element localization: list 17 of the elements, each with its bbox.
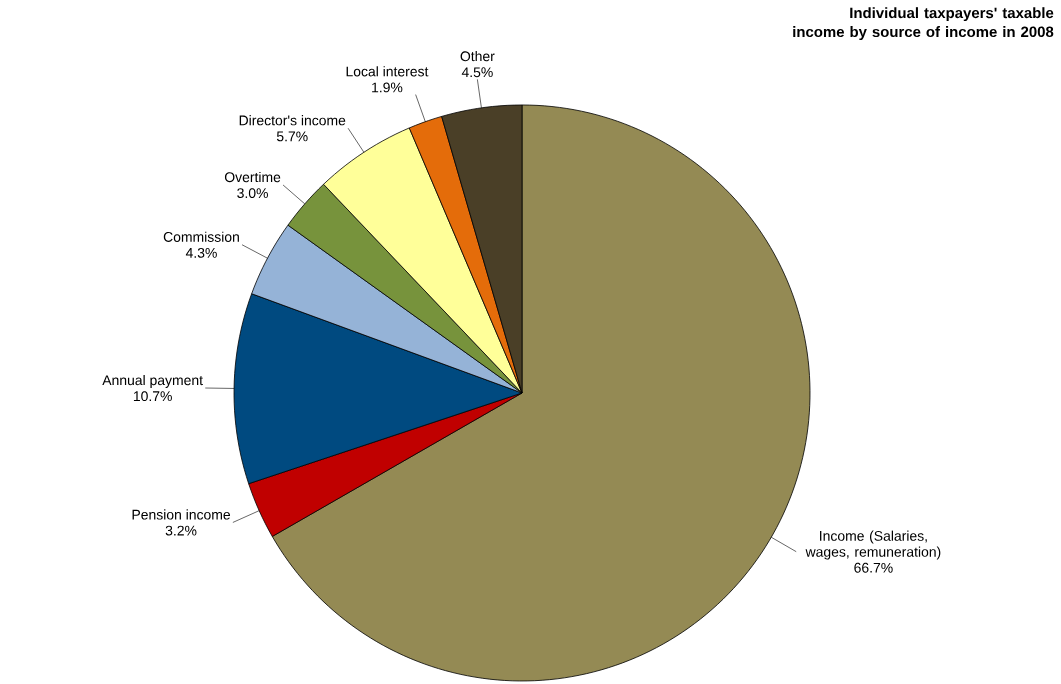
slice-label: Commission <box>163 231 239 242</box>
slice-label: Other <box>460 50 495 62</box>
data-label: 10.7% <box>133 391 172 402</box>
slice-label: Annual payment <box>102 374 203 388</box>
data-label: 66.7% <box>854 562 893 573</box>
data-label: 4.3% <box>185 247 217 258</box>
data-label: 1.9% <box>372 82 403 93</box>
data-label: 5.7% <box>276 131 308 142</box>
chart-title: Individual taxpayers' taxable income by source of income in 2008 <box>793 7 1054 41</box>
slice-label: Pension income <box>132 509 231 520</box>
slice-label: Local interest <box>346 66 429 77</box>
slice-label: Income (Salaries, wages, remuneration) <box>805 530 941 560</box>
slice-label: Director's income <box>239 115 346 126</box>
data-label: 3.0% <box>237 188 268 199</box>
data-label: 4.5% <box>461 67 493 78</box>
data-label: 3.2% <box>165 525 197 536</box>
slice-label: Overtime <box>224 171 281 183</box>
